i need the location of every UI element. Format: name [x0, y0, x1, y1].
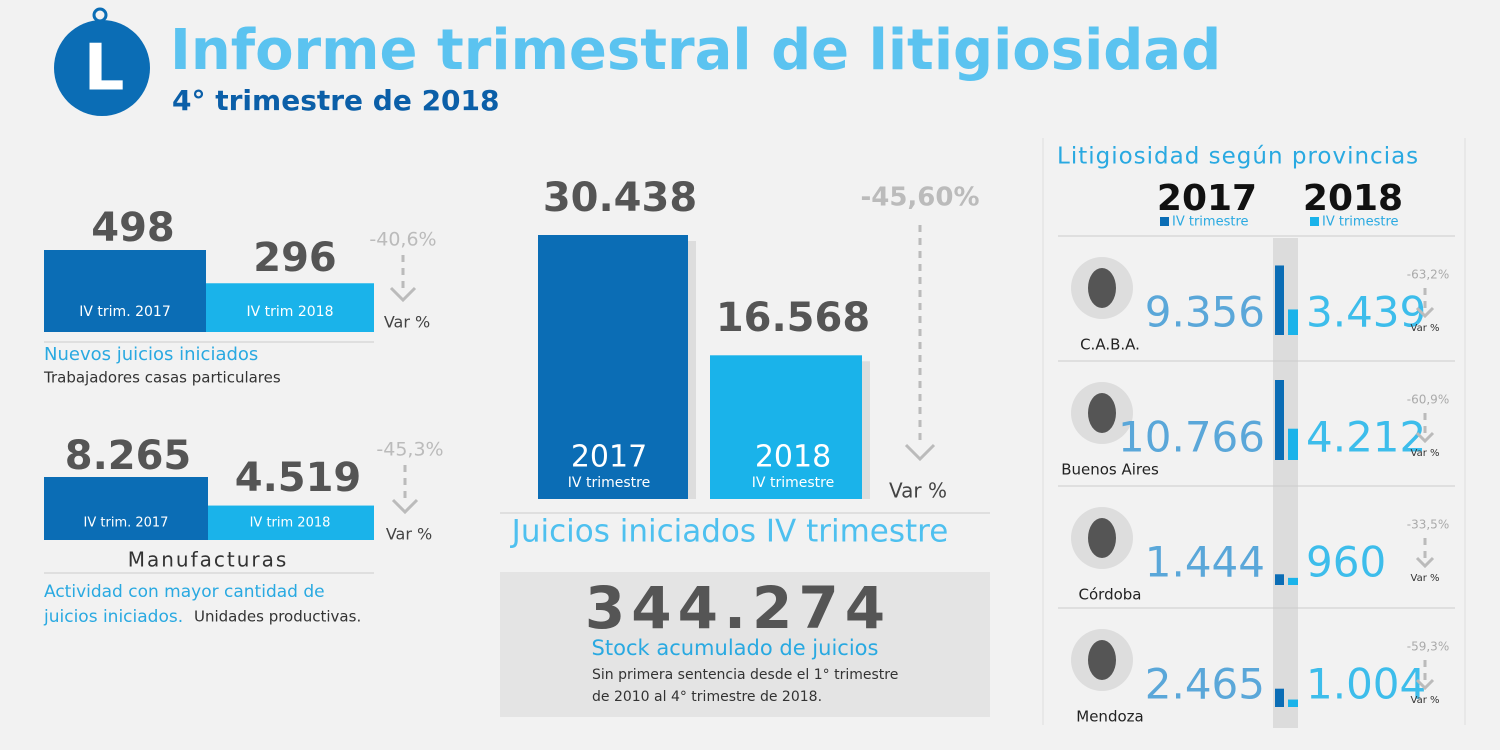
section-subtitle: Trabajadores casas particulares — [43, 369, 281, 387]
bar — [1275, 380, 1284, 460]
value-label: 1.444 — [1145, 538, 1265, 587]
provinces: Litigiosidad según provincias 2017 2018 … — [1042, 138, 1466, 728]
logo-letter: L — [84, 32, 125, 106]
variation-label: Var % — [1411, 323, 1440, 334]
column-caption: IV trimestre — [1172, 215, 1249, 230]
value-label: 16.568 — [716, 295, 870, 341]
column-year: 2018 — [1303, 178, 1403, 219]
bar — [1288, 699, 1298, 707]
arrow-head — [1415, 678, 1435, 691]
value-label: 10.766 — [1118, 413, 1265, 462]
value-label: 8.265 — [65, 433, 192, 479]
new-cases: 498 296 -40,6% Var % Nuevos juicios inic… — [43, 205, 437, 387]
stock: 344.274 Stock acumulado de juicios Sin p… — [500, 572, 990, 717]
stock-box — [500, 572, 990, 717]
variation: -33,5% — [1407, 518, 1449, 532]
bar — [538, 235, 688, 499]
bar — [710, 355, 862, 499]
province-name: Mendoza — [1076, 708, 1143, 726]
province-shape — [1088, 393, 1116, 433]
total: 30.438 16.568 -45,60% Var % Juicios inic… — [500, 175, 990, 550]
value-label: 9.356 — [1145, 288, 1265, 337]
legend-swatch — [1160, 217, 1169, 226]
variation: -60,9% — [1407, 393, 1449, 407]
bar — [1288, 309, 1298, 335]
value-label: 30.438 — [543, 175, 697, 221]
bar — [206, 283, 374, 332]
province-shape — [1088, 268, 1116, 308]
value-label: 4.519 — [235, 455, 362, 501]
value-label: 4.212 — [1306, 413, 1426, 462]
section-title: Nuevos juicios iniciados — [44, 344, 258, 365]
province-shape — [1088, 640, 1116, 680]
bar-caption: IV trim 2018 — [246, 304, 333, 320]
bar-caption: IV trim. 2017 — [79, 304, 170, 320]
bar-year: 2018 — [755, 440, 831, 475]
section-title: Juicios iniciados IV trimestre — [510, 514, 949, 550]
province-name: Buenos Aires — [1061, 461, 1159, 479]
manufacturing: 8.265 4.519 -45,3% Var % Manufacturas Ac… — [43, 433, 444, 627]
value-label: 296 — [253, 235, 337, 281]
variation-label: Var % — [1411, 573, 1440, 584]
stock-value: 344.274 — [585, 574, 891, 642]
title: Informe trimestral de litigiosidad — [170, 18, 1221, 83]
province-shape — [1088, 518, 1116, 558]
variation-label: Var % — [1411, 695, 1440, 706]
column-year: 2017 — [1157, 178, 1257, 219]
value-label: 3.439 — [1306, 288, 1426, 337]
logo — [54, 20, 150, 116]
arrow-head — [1415, 431, 1435, 444]
arrow-head — [1415, 306, 1435, 319]
bar — [1275, 265, 1284, 335]
provinces-title: Litigiosidad según provincias — [1057, 144, 1419, 170]
variation-label: Var % — [1411, 448, 1440, 459]
sector: Manufacturas — [128, 548, 289, 572]
variation: -63,2% — [1407, 268, 1449, 282]
value-label: 960 — [1306, 538, 1386, 587]
bar — [1288, 577, 1298, 585]
bar — [1288, 428, 1298, 460]
bar — [1275, 574, 1284, 585]
variation: -40,6% — [369, 229, 436, 251]
bar — [1275, 688, 1284, 707]
stock-note: Sin primera sentencia desde el 1° trimes… — [592, 667, 898, 683]
variation-label: Var % — [384, 313, 430, 332]
stock-note: de 2010 al 4° trimestre de 2018. — [592, 689, 822, 705]
section-title: juicios iniciados. — [43, 607, 183, 627]
value-label: 498 — [91, 205, 175, 251]
bar — [44, 477, 208, 540]
variation: -45,3% — [376, 439, 443, 461]
legend-swatch — [1310, 217, 1319, 226]
section-subtitle: Unidades productivas. — [194, 608, 361, 626]
province-name: Córdoba — [1079, 586, 1142, 604]
variation-label: Var % — [386, 525, 432, 544]
bar-caption: IV trimestre — [752, 475, 834, 491]
arrow-head — [1415, 556, 1435, 569]
arrow-head — [389, 286, 417, 303]
stock-title: Stock acumulado de juicios — [592, 636, 879, 660]
variation-label: Var % — [889, 479, 947, 503]
column-caption: IV trimestre — [1322, 215, 1399, 230]
arrow-head — [904, 443, 936, 462]
arrow-head — [391, 498, 419, 515]
value-label: 1.004 — [1306, 660, 1426, 709]
bar — [44, 250, 206, 332]
bar-year: 2017 — [571, 440, 647, 475]
section-title: Actividad con mayor cantidad de — [44, 582, 325, 602]
variation: -59,3% — [1407, 640, 1449, 654]
bar-caption: IV trim 2018 — [250, 516, 331, 531]
bar-caption: IV trim. 2017 — [84, 516, 169, 531]
bar — [208, 505, 374, 540]
subtitle: 4° trimestre de 2018 — [172, 84, 500, 117]
bar-caption: IV trimestre — [568, 475, 650, 491]
province-name: C.A.B.A. — [1080, 336, 1140, 354]
value-label: 2.465 — [1145, 660, 1265, 709]
variation: -45,60% — [860, 183, 979, 213]
